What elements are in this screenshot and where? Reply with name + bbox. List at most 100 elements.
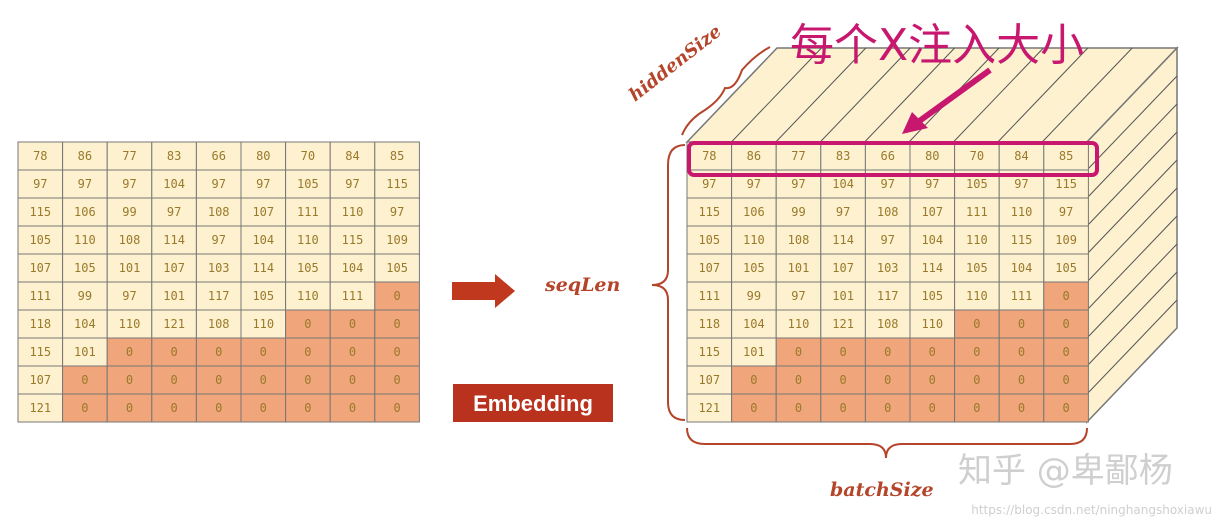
matrix-cell	[17, 281, 64, 311]
cell-value: 104	[252, 233, 274, 247]
matrix-cell	[285, 309, 331, 339]
cell-value: 103	[877, 261, 899, 275]
matrix-cell	[731, 365, 777, 395]
cell-value: 97	[390, 205, 404, 219]
matrix-cell	[62, 281, 108, 311]
matrix-cell	[909, 309, 956, 339]
cell-value: 105	[252, 289, 274, 303]
hidden-size-label: hiddenSize	[625, 21, 726, 106]
cell-value: 80	[256, 149, 270, 163]
cell-value: 83	[167, 149, 181, 163]
matrix-cell	[374, 393, 420, 423]
matrix-cell	[374, 225, 420, 255]
matrix-cell	[329, 141, 376, 171]
cell-value: 104	[743, 317, 765, 331]
cell-value: 105	[743, 261, 765, 275]
matrix-cell	[731, 309, 777, 339]
matrix-cell	[374, 281, 420, 311]
cell-value: 0	[393, 401, 400, 415]
matrix-cell	[909, 393, 956, 423]
matrix-cell	[329, 393, 376, 423]
matrix-cell	[240, 281, 287, 311]
cell-value: 0	[170, 401, 177, 415]
matrix-cell	[775, 393, 822, 423]
cell-value: 97	[747, 177, 761, 191]
cell-value: 115	[1055, 177, 1077, 191]
matrix-cell	[195, 309, 242, 339]
cell-value: 105	[921, 289, 943, 303]
cell-value: 0	[349, 373, 356, 387]
cube-side-divider	[1086, 299, 1178, 395]
cell-value: 117	[877, 289, 899, 303]
matrix-cell	[998, 253, 1045, 283]
matrix-cell	[17, 253, 64, 283]
cube-side-divider	[1086, 103, 1178, 199]
cell-value: 99	[122, 205, 136, 219]
matrix-cell	[864, 253, 911, 283]
matrix-cell	[151, 337, 197, 367]
matrix-cell	[686, 197, 733, 227]
matrix-cell	[998, 393, 1045, 423]
matrix-cell	[909, 197, 956, 227]
cell-value: 105	[297, 261, 319, 275]
batch-size-label: batchSize	[830, 479, 934, 501]
matrix-cell	[954, 309, 1000, 339]
cell-value: 0	[349, 401, 356, 415]
matrix-cell	[998, 309, 1045, 339]
matrix-cell	[820, 365, 866, 395]
cell-value: 0	[1062, 289, 1069, 303]
cell-value: 118	[698, 317, 720, 331]
matrix-cell	[775, 337, 822, 367]
cell-value: 0	[884, 345, 891, 359]
cell-value: 110	[119, 317, 141, 331]
cube-side-divider	[1086, 215, 1178, 311]
cell-value: 84	[1014, 149, 1028, 163]
matrix-cell	[17, 225, 64, 255]
cell-value: 97	[211, 233, 225, 247]
matrix-cell	[151, 365, 197, 395]
cell-value: 99	[78, 289, 92, 303]
cell-value: 85	[390, 149, 404, 163]
matrix-cell	[106, 281, 153, 311]
cell-value: 77	[122, 149, 136, 163]
cell-value: 107	[29, 373, 51, 387]
cell-value: 110	[788, 317, 810, 331]
matrix-cell	[285, 393, 331, 423]
cell-value: 0	[884, 401, 891, 415]
cell-value: 115	[29, 205, 51, 219]
matrix-cell	[151, 281, 197, 311]
cell-value: 105	[698, 233, 720, 247]
cell-value: 97	[702, 177, 716, 191]
cell-value: 104	[74, 317, 96, 331]
matrix-cell	[954, 253, 1000, 283]
cell-value: 115	[29, 345, 51, 359]
cell-value: 70	[301, 149, 315, 163]
cell-value: 115	[698, 205, 720, 219]
matrix-cell	[106, 393, 153, 423]
cell-value: 107	[698, 373, 720, 387]
input-matrix: 78 86 77 83 66 80 70 84 85 97 97 97 104 97 97 105 97 115 1…	[17, 141, 420, 423]
cell-value: 0	[349, 317, 356, 331]
matrix-cell	[998, 281, 1045, 311]
matrix-cell	[62, 225, 108, 255]
cell-value: 85	[1059, 149, 1073, 163]
cell-value: 0	[304, 401, 311, 415]
cell-value: 0	[393, 373, 400, 387]
matrix-cell	[909, 141, 956, 171]
cell-value: 84	[345, 149, 359, 163]
cell-value: 105	[74, 261, 96, 275]
cell-value: 0	[1062, 317, 1069, 331]
cell-value: 110	[1011, 205, 1033, 219]
cell-value: 104	[921, 233, 943, 247]
cell-value: 97	[1014, 177, 1028, 191]
matrix-cell	[329, 281, 376, 311]
matrix-cell	[240, 337, 287, 367]
matrix-cell	[17, 393, 64, 423]
cell-value: 105	[1055, 261, 1077, 275]
matrix-cell	[731, 141, 777, 171]
matrix-cell	[62, 197, 108, 227]
matrix-cell	[106, 337, 153, 367]
matrix-cell	[62, 365, 108, 395]
cell-value: 103	[208, 261, 230, 275]
cell-value: 97	[167, 205, 181, 219]
